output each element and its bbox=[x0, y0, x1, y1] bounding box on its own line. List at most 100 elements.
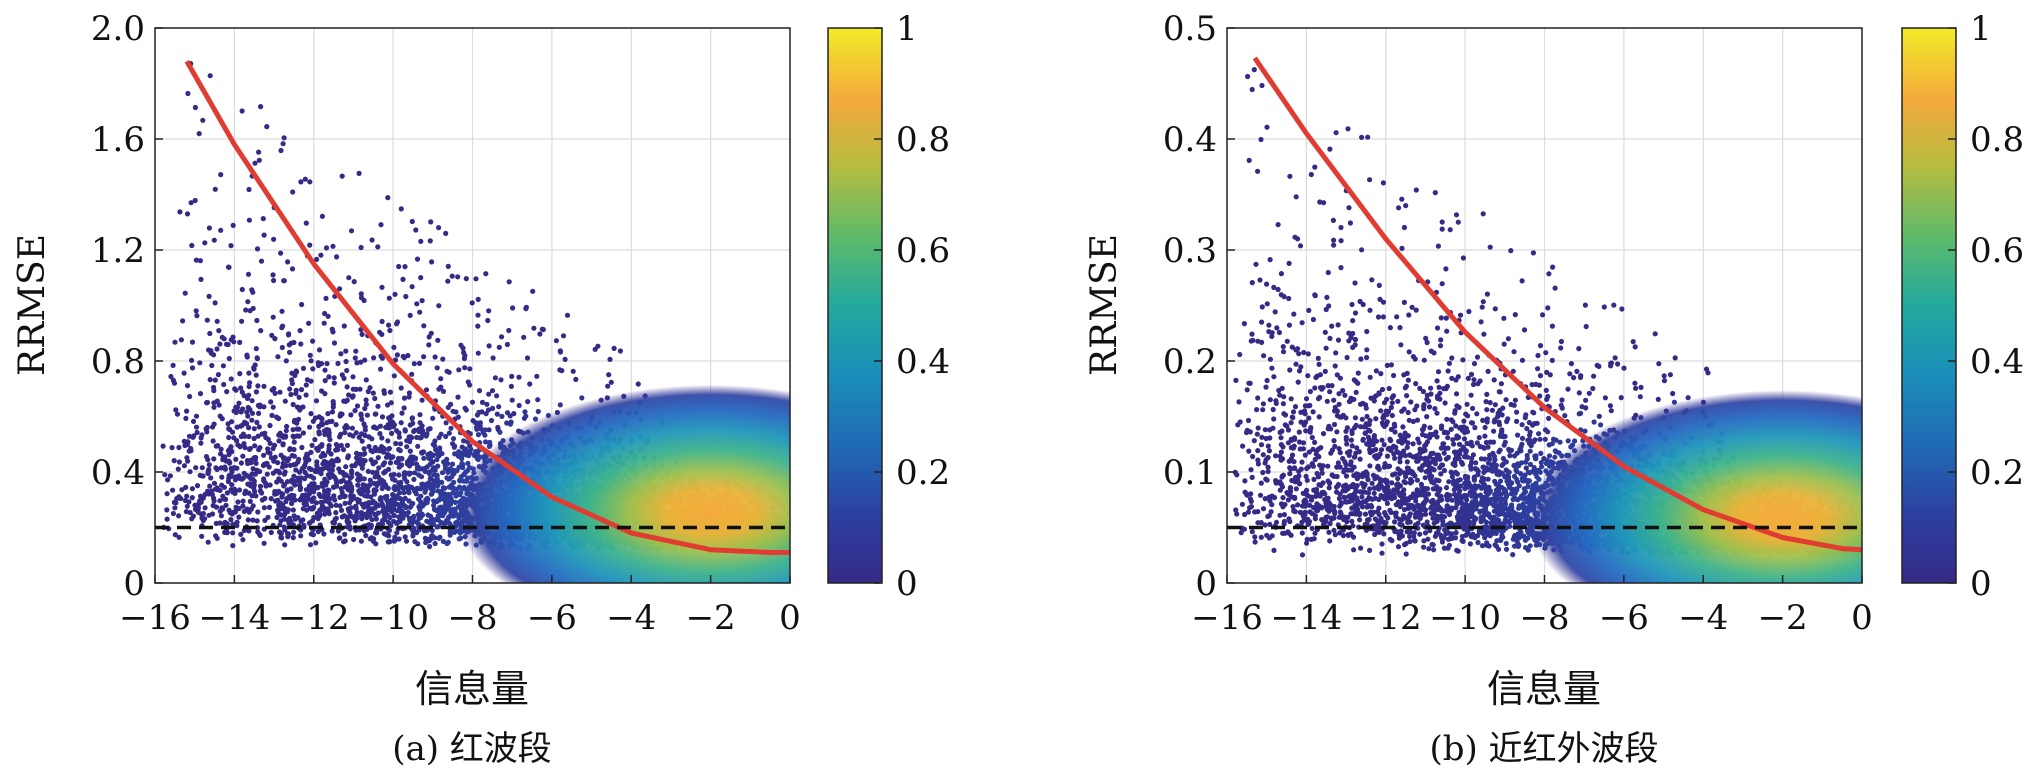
scatter-point bbox=[378, 222, 384, 228]
scatter-point bbox=[217, 498, 223, 504]
scatter-point bbox=[351, 279, 357, 285]
scatter-point bbox=[429, 259, 435, 265]
scatter-point bbox=[285, 259, 291, 265]
scatter-point bbox=[284, 423, 290, 430]
scatter-point bbox=[507, 421, 513, 427]
scatter-point bbox=[277, 470, 283, 476]
scatter-point bbox=[421, 323, 427, 329]
scatter-point bbox=[348, 505, 354, 511]
scatter-point bbox=[398, 420, 404, 426]
scatter-point bbox=[365, 388, 371, 395]
scatter-point bbox=[345, 455, 351, 461]
scatter-point bbox=[160, 443, 166, 449]
scatter-point bbox=[281, 278, 287, 284]
scatter-point bbox=[318, 252, 324, 258]
scatter-point bbox=[187, 509, 193, 516]
scatter-point bbox=[346, 392, 352, 398]
scatter-point bbox=[278, 250, 284, 256]
scatter-point bbox=[485, 317, 491, 324]
scatter-point bbox=[291, 453, 297, 459]
scatter-point bbox=[245, 271, 252, 277]
scatter-point bbox=[322, 367, 328, 373]
scatter-point bbox=[448, 425, 454, 431]
scatter-point bbox=[243, 307, 249, 313]
scatter-point bbox=[376, 446, 383, 452]
scatter-point bbox=[310, 366, 316, 372]
scatter-point bbox=[562, 356, 568, 362]
scatter-point bbox=[272, 336, 278, 342]
scatter-point bbox=[330, 463, 336, 469]
scatter-point bbox=[350, 495, 356, 501]
scatter-point bbox=[291, 529, 297, 535]
scatter-point bbox=[399, 462, 405, 468]
scatter-point bbox=[291, 446, 297, 453]
scatter-point bbox=[504, 341, 510, 348]
scatter-point bbox=[298, 387, 305, 393]
scatter-point bbox=[176, 444, 182, 451]
scatter-point bbox=[202, 240, 208, 246]
scatter-point bbox=[384, 493, 390, 499]
scatter-point bbox=[242, 445, 248, 451]
scatter-point bbox=[343, 348, 349, 354]
scatter-point bbox=[267, 440, 273, 446]
scatter-point bbox=[451, 444, 457, 450]
scatter-point bbox=[260, 216, 266, 222]
scatter-point bbox=[211, 388, 217, 394]
scatter-point bbox=[440, 356, 446, 362]
scatter-point bbox=[386, 466, 392, 472]
scatter-point bbox=[349, 474, 355, 480]
scatter-point bbox=[399, 456, 405, 462]
scatter-point bbox=[343, 358, 349, 365]
scatter-point bbox=[173, 407, 179, 413]
scatter-point bbox=[283, 428, 289, 434]
scatter-point bbox=[419, 512, 426, 518]
scatter-point bbox=[326, 510, 332, 517]
scatter-point bbox=[375, 244, 381, 250]
scatter-point bbox=[303, 382, 309, 388]
scatter-point bbox=[419, 298, 425, 304]
scatter-point bbox=[317, 510, 323, 517]
scatter-point bbox=[390, 454, 396, 460]
scatter-point bbox=[303, 220, 309, 226]
scatter-point bbox=[261, 404, 267, 410]
scatter-point bbox=[296, 433, 302, 439]
scatter-point bbox=[397, 447, 403, 454]
scatter-point bbox=[204, 399, 211, 406]
scatter-point bbox=[215, 443, 221, 449]
scatter-point bbox=[224, 389, 230, 395]
scatter-point bbox=[288, 391, 294, 398]
scatter-point bbox=[417, 412, 423, 418]
scatter-point bbox=[635, 381, 641, 387]
scatter-point bbox=[249, 398, 255, 404]
scatter-point bbox=[611, 345, 617, 351]
scatter-point bbox=[322, 310, 328, 317]
scatter-point bbox=[375, 455, 381, 461]
scatter-point bbox=[402, 428, 408, 434]
scatter-point bbox=[185, 90, 191, 97]
scatter-point bbox=[337, 535, 343, 541]
scatter-point bbox=[516, 374, 522, 380]
scatter-point bbox=[331, 375, 337, 381]
scatter-point bbox=[381, 390, 387, 396]
scatter-point bbox=[386, 533, 392, 539]
scatter-point bbox=[427, 543, 433, 550]
scatter-point bbox=[362, 432, 368, 439]
scatter-point bbox=[184, 493, 190, 499]
scatter-point bbox=[606, 372, 612, 378]
scatter-point bbox=[233, 456, 239, 462]
scatter-point bbox=[239, 422, 245, 428]
scatter-point bbox=[257, 404, 263, 410]
scatter-point bbox=[257, 468, 263, 475]
scatter-point bbox=[279, 344, 285, 351]
scatter-point bbox=[463, 276, 469, 282]
scatter-point bbox=[347, 524, 353, 530]
scatter-point bbox=[303, 392, 309, 398]
scatter-point bbox=[261, 383, 267, 389]
scatter-point bbox=[307, 424, 313, 430]
scatter-point bbox=[364, 412, 370, 418]
scatter-point bbox=[341, 323, 347, 329]
scatter-point bbox=[255, 433, 261, 439]
scatter-point bbox=[315, 484, 321, 490]
scatter-point bbox=[410, 500, 416, 507]
scatter-point bbox=[295, 515, 301, 521]
